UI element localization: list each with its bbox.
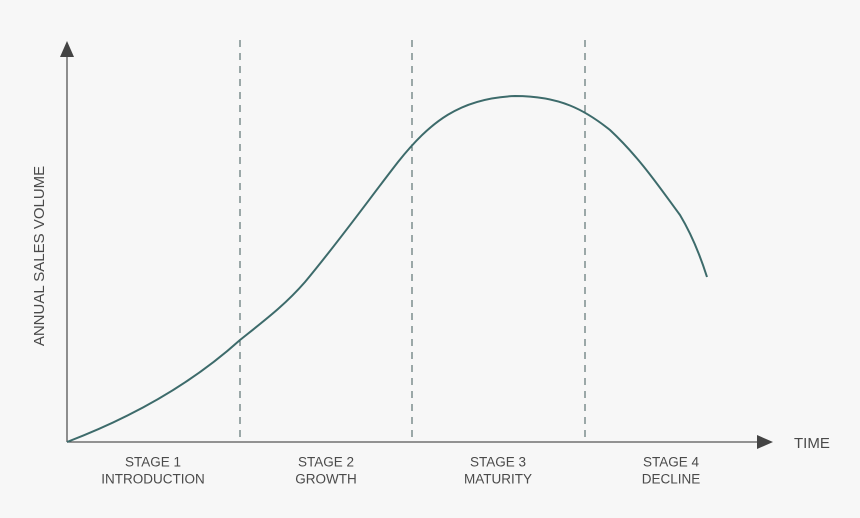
- stage-labels: STAGE 1 INTRODUCTION STAGE 2 GROWTH STAGE 3 M…: [101, 455, 700, 487]
- stage-phase: INTRODUCTION: [101, 472, 205, 487]
- y-axis-label: ANNUAL SALES VOLUME: [31, 166, 48, 346]
- x-axis-arrow: [757, 435, 773, 449]
- stage-phase: GROWTH: [295, 472, 357, 487]
- stage-name: STAGE 2: [298, 455, 354, 470]
- stage-dividers: [239, 40, 586, 442]
- stage-name: STAGE 1: [125, 455, 181, 470]
- stage-name: STAGE 4: [643, 455, 700, 470]
- y-axis-arrow: [60, 41, 74, 57]
- x-axis-label: TIME: [794, 435, 830, 452]
- stage-name: STAGE 3: [470, 455, 526, 470]
- stage-phase: MATURITY: [464, 472, 532, 487]
- stage-phase: DECLINE: [642, 472, 701, 487]
- life-cycle-curve: [66, 94, 708, 443]
